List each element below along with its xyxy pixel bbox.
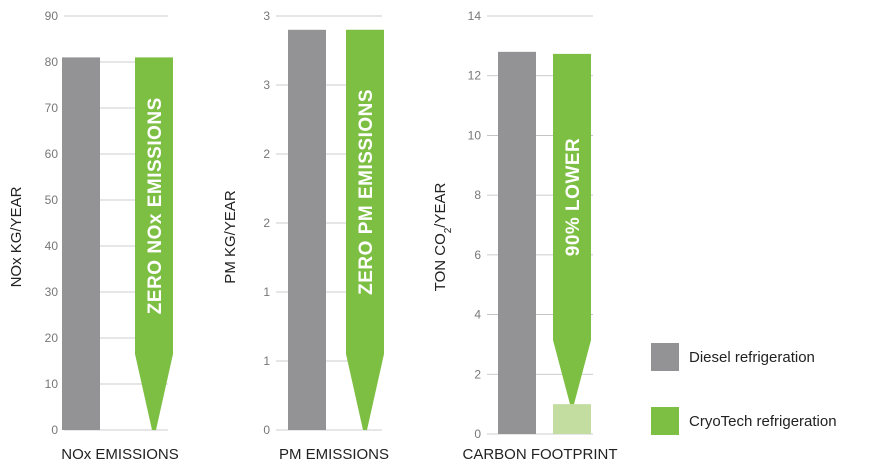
tick-label: 2 xyxy=(263,147,270,161)
tick-label: 2 xyxy=(263,216,270,230)
legend: Diesel refrigeration CryoTech refrigerati… xyxy=(651,343,837,435)
legend-swatch xyxy=(651,343,679,371)
tick-label: 50 xyxy=(45,193,59,207)
category-label: PM EMISSIONS xyxy=(279,446,389,463)
tick-label: 10 xyxy=(45,377,59,391)
tick-label: 70 xyxy=(45,101,59,115)
cryotech-arrow xyxy=(135,57,173,431)
arrow-annotation: ZERO PM EMISSIONS xyxy=(356,89,377,295)
tick-label: 3 xyxy=(263,9,270,23)
tick-label: 90 xyxy=(45,9,59,23)
bar-diesel xyxy=(62,57,100,431)
cryotech-arrow xyxy=(346,29,384,431)
tick-label: 1 xyxy=(263,354,270,368)
tick-label: 1 xyxy=(263,285,270,299)
tick-label: 2 xyxy=(474,367,481,381)
tick-label: 8 xyxy=(474,188,481,202)
y-axis-label: NOx KG/YEAR xyxy=(8,186,25,287)
legend-label: Diesel refrigeration xyxy=(689,349,815,366)
tick-label: 0 xyxy=(263,423,270,437)
chart-panel-3: 0 2 4 6 8 10 12 14 90% LOWER TON CO2/YEAR CARBON F… xyxy=(432,9,618,463)
bar-diesel xyxy=(498,51,536,434)
tick-label: 0 xyxy=(474,427,481,441)
tick-label: 30 xyxy=(45,285,59,299)
tick-label: 80 xyxy=(45,55,59,69)
category-label: CARBON FOOTPRINT xyxy=(462,446,617,463)
tick-label: 6 xyxy=(474,248,481,262)
tick-label: 12 xyxy=(468,69,482,83)
legend-swatch xyxy=(651,407,679,435)
bar-diesel xyxy=(288,29,326,431)
chart-panel-2: 0 1 1 2 2 3 3 ZERO PM EMISSIONS PM KG/YEAR PM EMI… xyxy=(222,9,389,463)
legend-label: CryoTech refrigeration xyxy=(689,413,837,430)
bar-cryotech xyxy=(553,404,591,434)
chart-panel-1: 0 10 20 30 40 50 60 70 80 90 ZERO NOx EMISSIONS NOx… xyxy=(8,9,179,463)
y-axis-label: PM KG/YEAR xyxy=(222,190,239,284)
arrow-annotation: 90% LOWER xyxy=(563,138,584,257)
tick-label: 40 xyxy=(45,239,59,253)
category-label: NOx EMISSIONS xyxy=(61,446,179,463)
tick-label: 0 xyxy=(51,423,58,437)
tick-label: 20 xyxy=(45,331,59,345)
tick-label: 4 xyxy=(474,308,481,322)
tick-label: 14 xyxy=(468,9,482,23)
arrow-annotation: ZERO NOx EMISSIONS xyxy=(145,97,166,314)
y-axis-label: TON CO2/YEAR xyxy=(432,183,454,292)
tick-label: 10 xyxy=(468,128,482,142)
cryotech-arrow xyxy=(553,53,591,405)
tick-label: 60 xyxy=(45,147,59,161)
tick-label: 3 xyxy=(263,78,270,92)
